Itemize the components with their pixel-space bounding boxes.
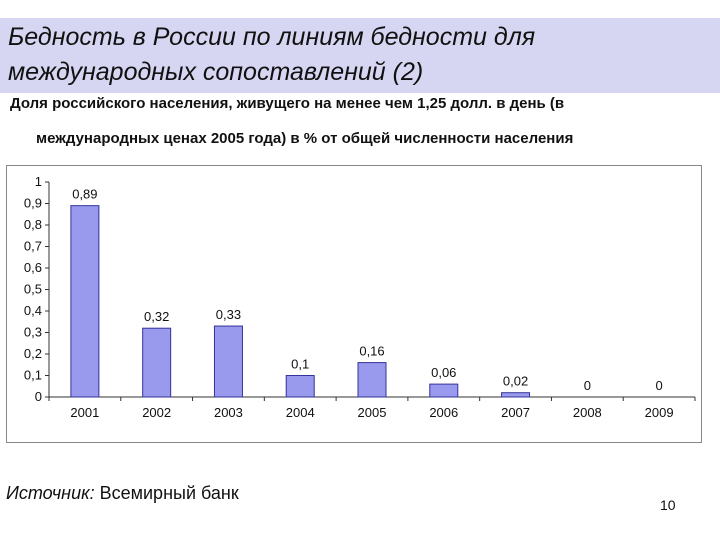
y-tick-label: 0,6 <box>24 260 42 275</box>
data-label-2001: 0,89 <box>72 187 97 202</box>
y-tick-label: 0,9 <box>24 196 42 211</box>
x-category-label-2005: 2005 <box>358 405 387 420</box>
chart-subtitle-line-2: международных ценах 2005 года) в % от об… <box>36 130 574 147</box>
data-label-2003: 0,33 <box>216 307 241 322</box>
y-tick-label: 0,1 <box>24 368 42 383</box>
data-label-2006: 0,06 <box>431 365 456 380</box>
y-tick-label: 0,2 <box>24 346 42 361</box>
source-text: Всемирный банк <box>94 483 239 503</box>
x-category-label-2009: 2009 <box>645 405 674 420</box>
x-category-label-2006: 2006 <box>429 405 458 420</box>
slide-title: Бедность в России по линиям бедности для… <box>8 23 536 86</box>
data-label-2005: 0,16 <box>359 344 384 359</box>
y-tick-label: 0,8 <box>24 217 42 232</box>
y-tick-label: 0,3 <box>24 325 42 340</box>
bar-2004 <box>285 375 315 398</box>
y-tick-label: 1 <box>35 174 42 189</box>
data-label-2002: 0,32 <box>144 309 169 324</box>
page-number: 10 <box>660 497 676 513</box>
bar-2001 <box>70 205 100 398</box>
bar-2003 <box>213 325 243 398</box>
x-category-label-2001: 2001 <box>70 405 99 420</box>
y-tick-label: 0 <box>35 389 42 404</box>
data-label-2007: 0,02 <box>503 374 528 389</box>
y-tick-label: 0,5 <box>24 282 42 297</box>
bar-2006 <box>429 383 459 398</box>
data-label-2004: 0,1 <box>291 357 309 372</box>
chart-subtitle-line-1: Доля российского населения, живущего на … <box>10 95 565 112</box>
x-category-label-2004: 2004 <box>286 405 315 420</box>
bar-2002 <box>142 327 172 398</box>
x-category-label-2007: 2007 <box>501 405 530 420</box>
x-category-label-2003: 2003 <box>214 405 243 420</box>
bar-2005 <box>357 362 387 398</box>
x-category-label-2002: 2002 <box>142 405 171 420</box>
source-note: Источник: Всемирный банк <box>6 483 239 504</box>
data-label-2009: 0 <box>655 378 662 393</box>
bar-2007 <box>501 392 531 398</box>
chart-frame: 0 0,1 0,2 0,3 0,4 0,5 0,6 0,7 0,8 0,9 1 0,89 2001 0,3… <box>6 165 702 443</box>
x-category-label-2008: 2008 <box>573 405 602 420</box>
y-tick-label: 0,7 <box>24 239 42 254</box>
y-tick-label: 0,4 <box>24 303 42 318</box>
poverty-bar-chart: 0 0,1 0,2 0,3 0,4 0,5 0,6 0,7 0,8 0,9 1 0,89 2001 0,3… <box>24 174 696 420</box>
data-label-2008: 0 <box>584 378 591 393</box>
title-band <box>0 18 720 93</box>
source-label: Источник: <box>6 483 95 503</box>
